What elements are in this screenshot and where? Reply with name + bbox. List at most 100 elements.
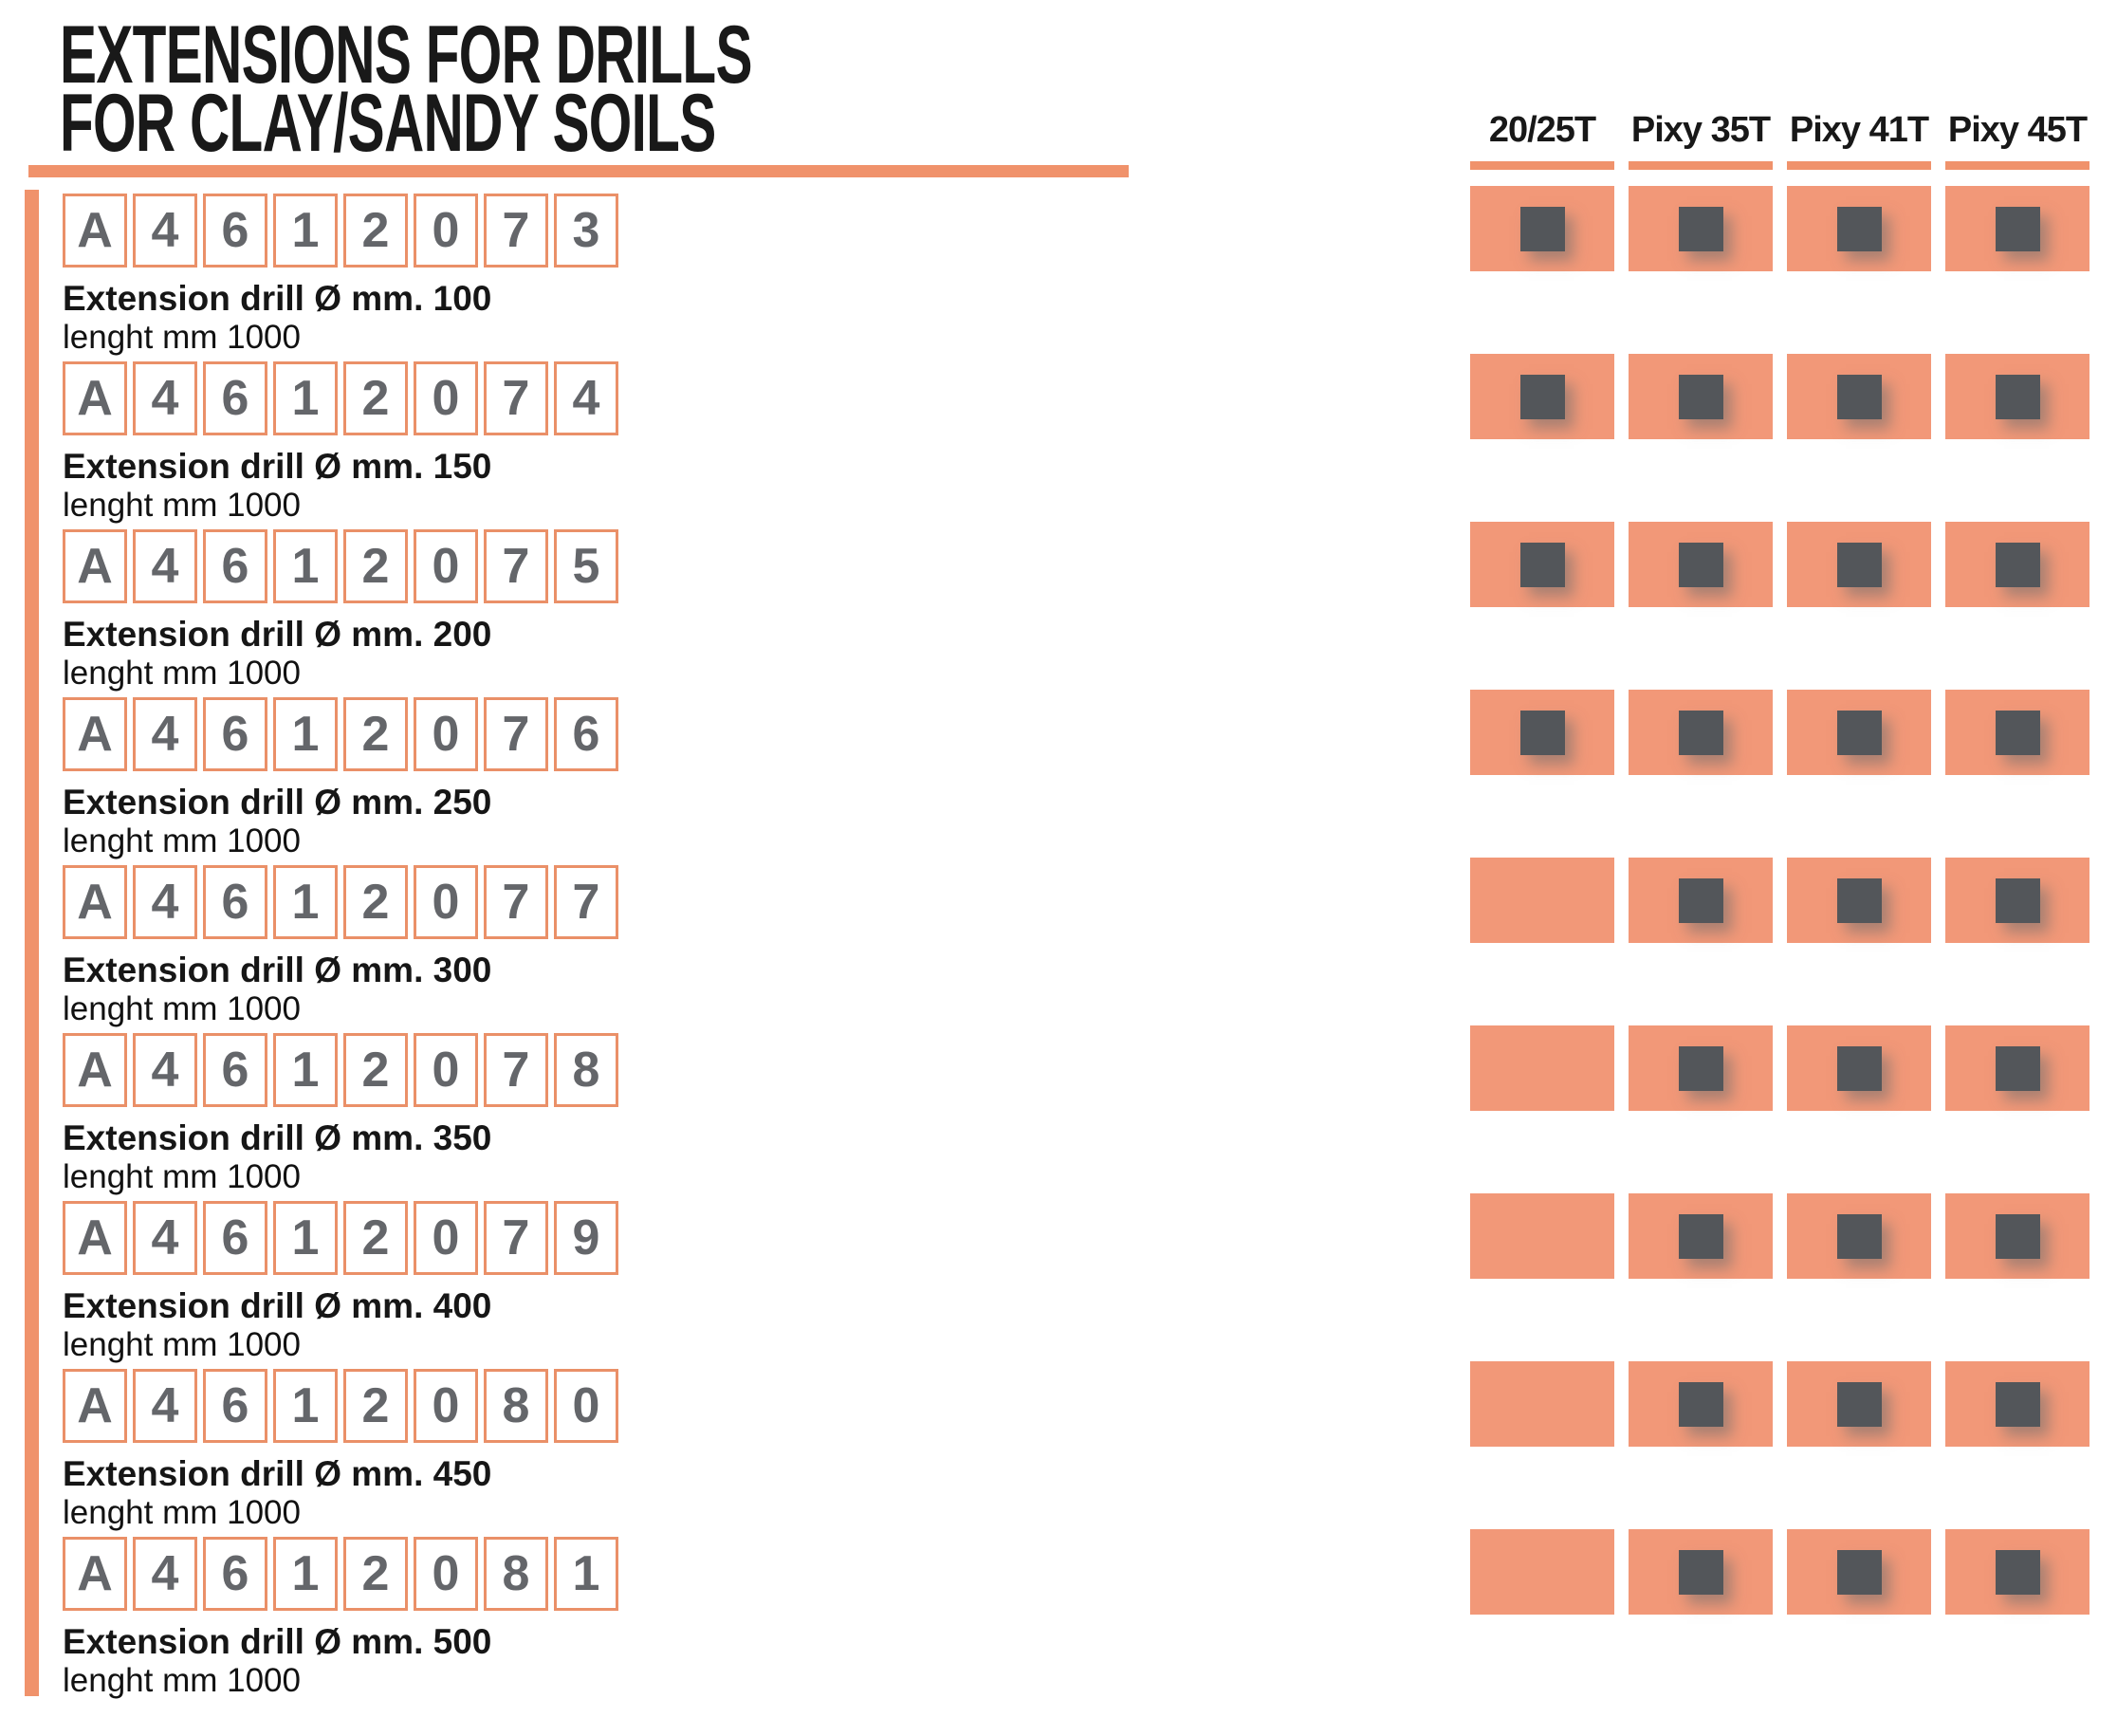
compat-cell-available <box>1945 1529 2089 1615</box>
column-underline <box>1945 161 2089 170</box>
code-box: 7 <box>484 865 548 939</box>
code-box: A <box>63 361 127 435</box>
compatibility-cells <box>1470 522 2089 607</box>
compat-mark-icon <box>1995 1381 2040 1427</box>
code-box: 6 <box>203 194 267 268</box>
compat-mark-icon <box>1836 710 1882 755</box>
code-box: 8 <box>484 1537 548 1611</box>
code-box: 1 <box>273 1033 338 1107</box>
code-box: 6 <box>203 361 267 435</box>
compat-mark-icon <box>1519 206 1565 251</box>
compat-cell-available <box>1629 1025 1773 1111</box>
code-box: 1 <box>273 697 338 771</box>
column-header-pixy-45t: Pixy 45T <box>1945 110 2089 171</box>
compat-cell-available <box>1945 1193 2089 1279</box>
compat-mark-icon <box>1995 206 2040 251</box>
code-box: 4 <box>133 1201 197 1275</box>
product-description: Extension drill Ø mm. 100 <box>63 279 492 318</box>
code-box: 1 <box>273 529 338 603</box>
compat-mark-icon <box>1519 542 1565 587</box>
code-box: 0 <box>414 1537 478 1611</box>
compat-mark-icon <box>1995 1045 2040 1091</box>
title-underline <box>28 165 1129 177</box>
compat-cell-available <box>1787 522 1931 607</box>
compat-cell-available <box>1945 354 2089 439</box>
left-accent-bar <box>25 190 39 1696</box>
product-length: lenght mm 1000 <box>63 1326 301 1363</box>
code-box: 4 <box>554 361 618 435</box>
code-box: 0 <box>414 1201 478 1275</box>
code-box: 1 <box>273 194 338 268</box>
product-length: lenght mm 1000 <box>63 822 301 859</box>
compat-mark-icon <box>1836 1381 1882 1427</box>
code-box: 1 <box>273 1537 338 1611</box>
product-length: lenght mm 1000 <box>63 1158 301 1195</box>
compat-cell-empty <box>1470 1361 1614 1447</box>
code-box: 1 <box>554 1537 618 1611</box>
page-title-line1: EXTENSIONS FOR DRILLS <box>60 9 752 101</box>
code-box: 7 <box>484 194 548 268</box>
code-box: A <box>63 1201 127 1275</box>
compat-cell-available <box>1787 690 1931 775</box>
code-box: 2 <box>343 865 408 939</box>
compat-mark-icon <box>1836 1045 1882 1091</box>
compat-mark-icon <box>1836 206 1882 251</box>
column-header-pixy-35t: Pixy 35T <box>1629 110 1773 171</box>
product-description: Extension drill Ø mm. 250 <box>63 783 492 822</box>
code-box: A <box>63 1537 127 1611</box>
code-box: 7 <box>484 1033 548 1107</box>
code-box: 6 <box>203 1369 267 1443</box>
code-box: 9 <box>554 1201 618 1275</box>
compat-mark-icon <box>1678 1213 1723 1259</box>
compat-mark-icon <box>1995 877 2040 923</box>
code-box: 7 <box>554 865 618 939</box>
product-length: lenght mm 1000 <box>63 319 301 356</box>
product-description: Extension drill Ø mm. 500 <box>63 1622 492 1661</box>
code-box: 6 <box>554 697 618 771</box>
compat-mark-icon <box>1836 877 1882 923</box>
code-box: 2 <box>343 1201 408 1275</box>
page-title-line2: FOR CLAY/SANDY SOILS <box>60 78 716 170</box>
code-box: 6 <box>203 1201 267 1275</box>
product-length: lenght mm 1000 <box>63 655 301 692</box>
compat-mark-icon <box>1995 542 2040 587</box>
compat-cell-available <box>1945 858 2089 943</box>
compat-mark-icon <box>1678 542 1723 587</box>
compatibility-cells <box>1470 354 2089 439</box>
compat-cell-available <box>1787 1361 1931 1447</box>
compat-cell-available <box>1470 522 1614 607</box>
code-box: 7 <box>484 529 548 603</box>
code-box: 7 <box>484 697 548 771</box>
compatibility-cells <box>1470 1025 2089 1111</box>
code-box: 2 <box>343 1369 408 1443</box>
code-box: 1 <box>273 865 338 939</box>
code-box: 3 <box>554 194 618 268</box>
code-box: 6 <box>203 1033 267 1107</box>
column-header-pixy-41t: Pixy 41T <box>1787 110 1931 171</box>
compat-mark-icon <box>1836 1549 1882 1595</box>
product-length: lenght mm 1000 <box>63 487 301 524</box>
compat-cell-available <box>1945 690 2089 775</box>
code-box: 4 <box>133 529 197 603</box>
compat-cell-available <box>1629 1193 1773 1279</box>
product-length: lenght mm 1000 <box>63 1662 301 1699</box>
compat-cell-available <box>1787 858 1931 943</box>
code-box: 8 <box>484 1369 548 1443</box>
product-description: Extension drill Ø mm. 200 <box>63 615 492 654</box>
compat-cell-available <box>1629 690 1773 775</box>
compat-cell-empty <box>1470 858 1614 943</box>
column-label: Pixy 41T <box>1789 110 1929 150</box>
compat-cell-available <box>1787 354 1931 439</box>
compat-cell-available <box>1787 1193 1931 1279</box>
code-box: A <box>63 529 127 603</box>
compat-cell-available <box>1470 354 1614 439</box>
compat-cell-available <box>1787 1025 1931 1111</box>
product-description: Extension drill Ø mm. 150 <box>63 447 492 486</box>
code-box: 7 <box>484 361 548 435</box>
